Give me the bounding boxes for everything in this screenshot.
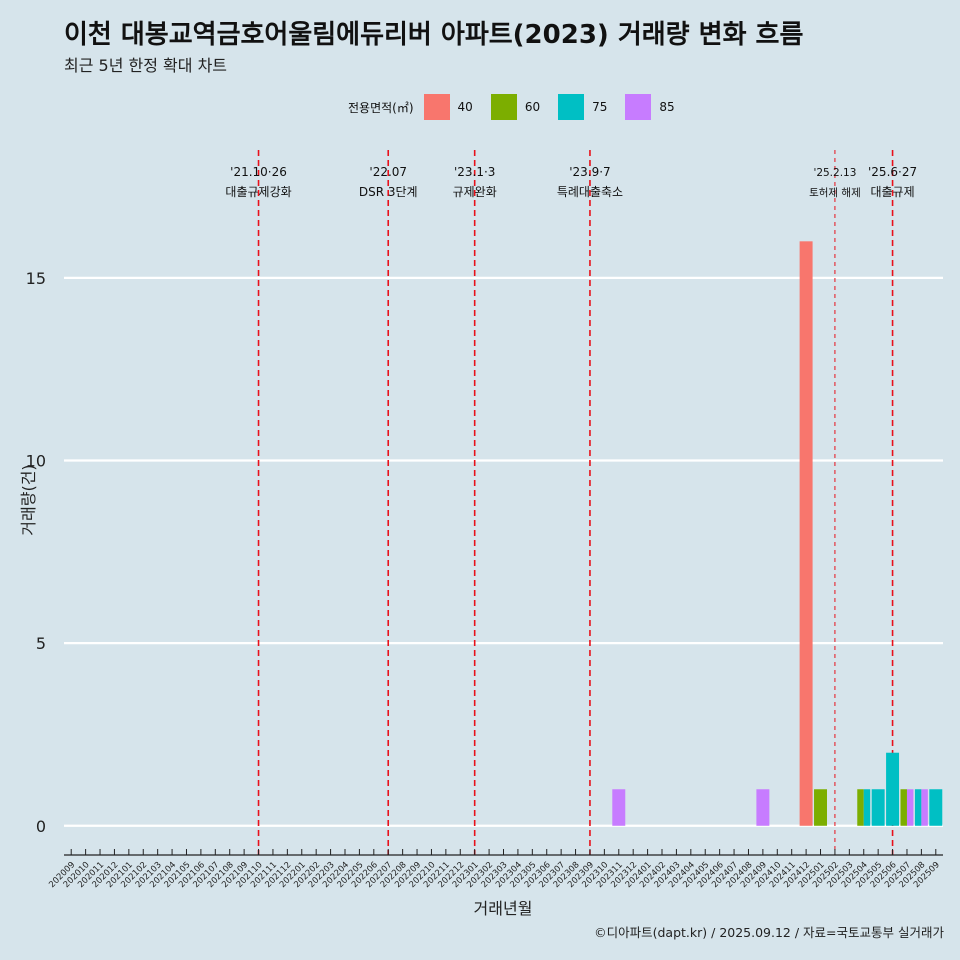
bar-85-202311: [612, 789, 626, 826]
event-name-label: DSR 3단계: [359, 185, 418, 199]
bar-75-202508: [914, 789, 922, 826]
event-name-label: 대출규제: [870, 185, 914, 199]
event-name-label: 특례대출축소: [557, 185, 623, 199]
bar-75-202509: [929, 789, 943, 826]
bar-85-202507: [906, 789, 914, 826]
legend-label-60: 60: [524, 100, 541, 114]
chart-title: 이천 대봉교역금호어울림에듀리버 아파트(2023) 거래량 변화 흐름: [64, 20, 804, 50]
y-tick-label: 5: [36, 634, 46, 653]
event-date-label: '25.2.13: [813, 167, 856, 179]
legend-key-40: [423, 94, 450, 120]
chart-subtitle: 최근 5년 한정 확대 차트: [64, 56, 228, 75]
footer-source: ©디아파트(dapt.kr) / 2025.09.12 / 자료=국토교통부 실…: [594, 925, 944, 940]
legend-key-85: [625, 94, 652, 120]
legend-label-75: 75: [592, 100, 608, 114]
event-date-label: '25.6·27: [868, 165, 917, 179]
event-name-label: 규제완화: [453, 185, 497, 199]
bar-75-202504: [863, 789, 871, 826]
y-tick-label: 0: [36, 817, 46, 836]
legend-key-75: [558, 94, 585, 120]
event-markers: '21.10·26 대출규제강화 '22.07 DSR 3단계 '23.1·3 규제완화 '…: [225, 150, 917, 855]
legend: 전용면적(㎡) 40 60 75 85: [348, 92, 693, 122]
bar-85-202508: [921, 789, 928, 826]
y-tick-label: 10: [26, 451, 46, 470]
bar-60-202504: [857, 789, 864, 826]
y-tick-label: 15: [26, 269, 46, 288]
event-date-label: '21.10·26: [230, 165, 287, 179]
event-name-label: 대출규제강화: [225, 185, 291, 199]
legend-key-60: [490, 94, 517, 120]
bar-85-202409: [756, 789, 770, 826]
x-axis-label: 거래년월: [474, 899, 533, 918]
legend-title: 전용면적(㎡): [348, 100, 414, 115]
x-axis: 2020092020102020112020122021012021022021…: [47, 849, 943, 890]
bar-40-202412: [799, 241, 813, 826]
event-date-label: '23.9·7: [569, 165, 610, 179]
legend-label-85: 85: [659, 100, 675, 114]
y-axis-label: 거래량(건): [19, 464, 38, 535]
event-name-label: 토허제 해제: [809, 186, 861, 199]
event-date-label: '23.1·3: [454, 165, 495, 179]
bars: [612, 241, 943, 826]
bar-75-202506: [886, 752, 900, 826]
event-date-label: '22.07: [369, 165, 407, 179]
bar-75-202505: [871, 789, 885, 826]
y-axis: 0 5 10 15: [26, 269, 46, 836]
bar-60-202501: [814, 789, 828, 826]
bar-60-202507: [900, 789, 907, 826]
gridlines: [64, 276, 943, 827]
legend-label-40: 40: [457, 100, 473, 114]
